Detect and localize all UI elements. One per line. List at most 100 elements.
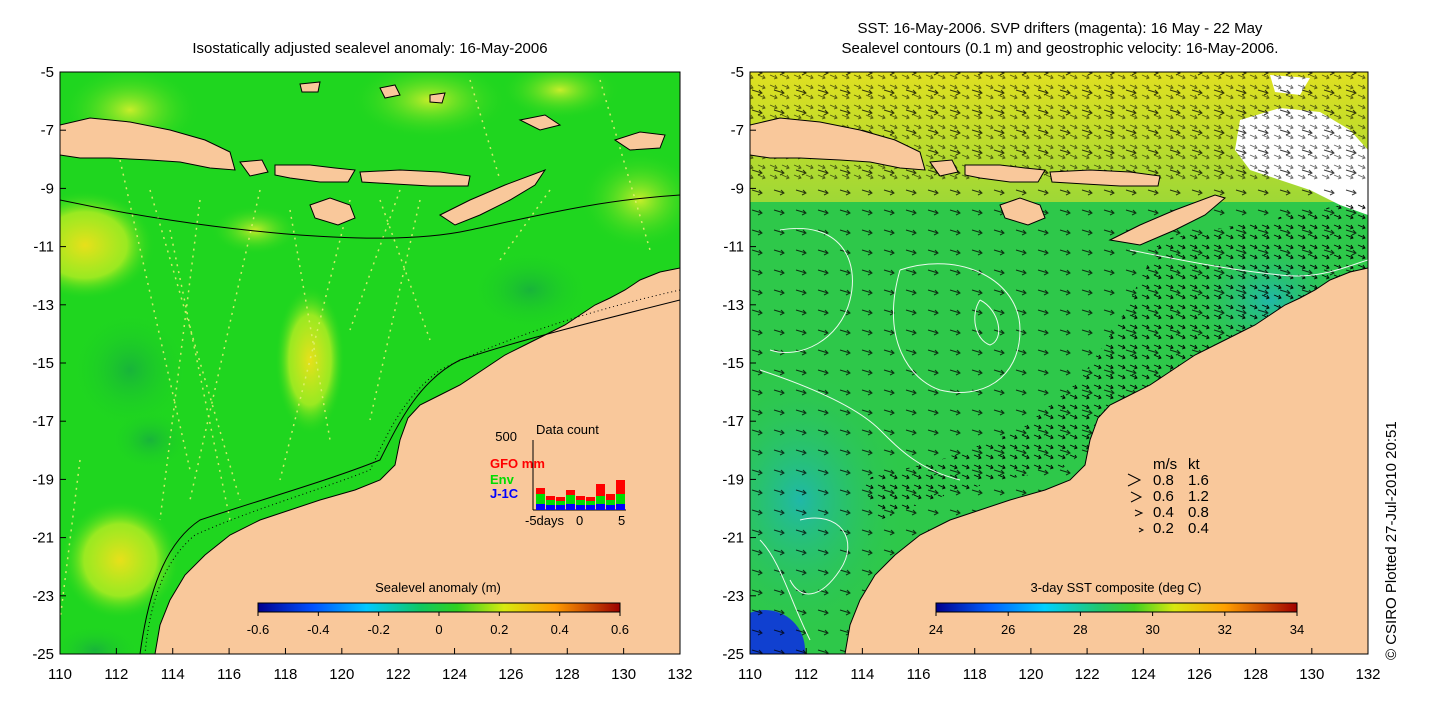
anomaly-patch-high bbox=[60, 190, 155, 300]
land-bali bbox=[929, 159, 959, 177]
left-colorbar-label: Sealevel anomaly (m) bbox=[375, 580, 501, 595]
colorbar-tick-label: 0.2 bbox=[490, 622, 508, 637]
velocity-legend-header-kt: kt bbox=[1188, 456, 1201, 473]
data-count-bar-segment bbox=[586, 497, 595, 501]
colorbar-tick-label: 0.4 bbox=[551, 622, 569, 637]
y-tick-label: -7 bbox=[731, 122, 744, 139]
colorbar-tick-label: 28 bbox=[1073, 622, 1087, 637]
anomaly-patch-low bbox=[110, 410, 190, 470]
land-bali bbox=[239, 159, 269, 177]
right-x-axis: 110 112 114 116 118 120 122 124 126 128 130 132 bbox=[738, 648, 1381, 683]
data-count-bar-segment bbox=[606, 505, 615, 510]
y-tick-label: -13 bbox=[722, 297, 744, 314]
y-tick-label: -9 bbox=[731, 180, 744, 197]
anomaly-patch-high bbox=[275, 285, 345, 435]
right-map-title-line2: Sealevel contours (0.1 m) and geostrophi… bbox=[841, 40, 1279, 57]
data-count-bar-segment bbox=[576, 500, 585, 505]
x-tick-label: 126 bbox=[498, 666, 523, 683]
velocity-legend-ms-2: 0.4 bbox=[1153, 504, 1174, 521]
x-tick-label: 122 bbox=[386, 666, 411, 683]
land-sumba bbox=[309, 197, 356, 226]
land-java bbox=[750, 117, 926, 171]
velocity-legend-ms-3: 0.2 bbox=[1153, 520, 1174, 537]
colorbar-tick-label: -0.6 bbox=[247, 622, 269, 637]
y-tick-label: -15 bbox=[32, 355, 54, 372]
data-count-xlabel-start: -5days bbox=[525, 513, 565, 528]
y-tick-label: -5 bbox=[731, 64, 744, 81]
x-tick-label: 114 bbox=[850, 666, 874, 683]
right-colorbar bbox=[935, 602, 1298, 613]
anomaly-patch-low bbox=[470, 250, 590, 330]
land-timor bbox=[439, 168, 547, 226]
x-tick-label: 128 bbox=[1243, 666, 1268, 683]
velocity-legend-arrow-0 bbox=[1127, 473, 1142, 487]
data-count-bar-segment bbox=[616, 504, 625, 510]
velocity-legend-header-ms: m/s bbox=[1153, 456, 1177, 473]
data-count-bar-segment bbox=[546, 505, 555, 510]
data-count-bar-segment bbox=[536, 488, 545, 494]
velocity-legend-arrow-1 bbox=[1130, 491, 1143, 503]
y-tick-label: -13 bbox=[32, 297, 54, 314]
data-count-bar-segment bbox=[536, 504, 545, 510]
land-flores bbox=[1049, 169, 1161, 187]
x-tick-label: 118 bbox=[273, 666, 297, 683]
left-map-title: Isostatically adjusted sealevel anomaly:… bbox=[192, 40, 548, 57]
right-colorbar-ticks: 24 26 28 30 32 34 bbox=[929, 612, 1304, 637]
data-count-bar-segment bbox=[596, 496, 605, 504]
anomaly-patch-high bbox=[60, 500, 180, 620]
right-map-panel: -5 -7 -9 -11 -13 -15 -17 -19 -21 -23 -25 110 112 114… bbox=[722, 64, 1381, 683]
data-count-bar-segment bbox=[546, 500, 555, 505]
satellite-tracks bbox=[60, 79, 651, 621]
x-tick-label: 114 bbox=[161, 666, 185, 683]
left-x-axis: 110 112 114 116 118 120 122 124 126 128 130 132 bbox=[48, 648, 693, 683]
legend-j1c: J-1C bbox=[490, 486, 519, 501]
shelf-contour bbox=[60, 194, 680, 654]
x-tick-label: 112 bbox=[104, 666, 128, 683]
anomaly-patch-low bbox=[70, 310, 190, 430]
velocity-arrows-north bbox=[750, 72, 1368, 182]
right-colorbar-label: 3-day SST composite (deg C) bbox=[1031, 580, 1202, 595]
right-y-axis: -5 -7 -9 -11 -13 -15 -17 -19 -21 -23 -25 bbox=[722, 64, 756, 663]
y-tick-label: -17 bbox=[722, 413, 744, 430]
y-tick-label: -17 bbox=[32, 413, 54, 430]
velocity-legend-kt-0: 1.6 bbox=[1188, 472, 1209, 489]
y-tick-label: -25 bbox=[32, 646, 54, 663]
y-tick-label: -23 bbox=[722, 588, 744, 605]
land-small-islands bbox=[299, 81, 666, 151]
y-tick-label: -21 bbox=[722, 530, 744, 547]
y-tick-label: -19 bbox=[722, 471, 744, 488]
x-tick-label: 118 bbox=[963, 666, 987, 683]
colorbar-tick-label: -0.2 bbox=[367, 622, 389, 637]
velocity-legend-ms-0: 0.8 bbox=[1153, 472, 1174, 489]
right-map-title-line1: SST: 16-May-2006. SVP drifters (magenta)… bbox=[857, 20, 1263, 37]
x-tick-label: 126 bbox=[1187, 666, 1212, 683]
land bbox=[750, 117, 1368, 654]
left-colorbar-ticks: -0.6 -0.4 -0.2 0 0.2 0.4 0.6 bbox=[247, 612, 629, 637]
data-count-xlabel-end: 5 bbox=[618, 513, 625, 528]
x-tick-label: 112 bbox=[794, 666, 818, 683]
x-tick-label: 116 bbox=[907, 666, 931, 683]
data-count-bar-segment bbox=[536, 494, 545, 504]
land-lombok-sumbawa bbox=[964, 164, 1046, 183]
colorbar-tick-label: 32 bbox=[1218, 622, 1232, 637]
velocity-legend-ms-1: 0.6 bbox=[1153, 488, 1174, 505]
data-count-bar-segment bbox=[566, 490, 575, 495]
data-count-bar-segment bbox=[586, 505, 595, 510]
x-tick-label: 110 bbox=[738, 666, 762, 683]
land-lombok-sumbawa bbox=[274, 164, 356, 183]
velocity-legend-arrow-2 bbox=[1134, 509, 1144, 517]
velocity-legend-kt-1: 1.2 bbox=[1188, 488, 1209, 505]
land-flores bbox=[359, 169, 471, 187]
colorbar-tick-label: 0.6 bbox=[611, 622, 629, 637]
velocity-arrows-dense bbox=[860, 200, 1368, 520]
data-count-bar-segment bbox=[546, 496, 555, 500]
velocity-legend-kt-3: 0.4 bbox=[1188, 520, 1209, 537]
data-count-bar-segment bbox=[586, 501, 595, 505]
anomaly-patch-high bbox=[500, 72, 620, 120]
colorbar-tick-label: 0 bbox=[435, 622, 442, 637]
data-count-bar-segment bbox=[596, 504, 605, 510]
land-australia bbox=[844, 267, 1368, 654]
data-count-bar-segment bbox=[606, 494, 615, 500]
anomaly-patch-high bbox=[210, 205, 300, 255]
anomaly-patch-low bbox=[60, 625, 140, 654]
